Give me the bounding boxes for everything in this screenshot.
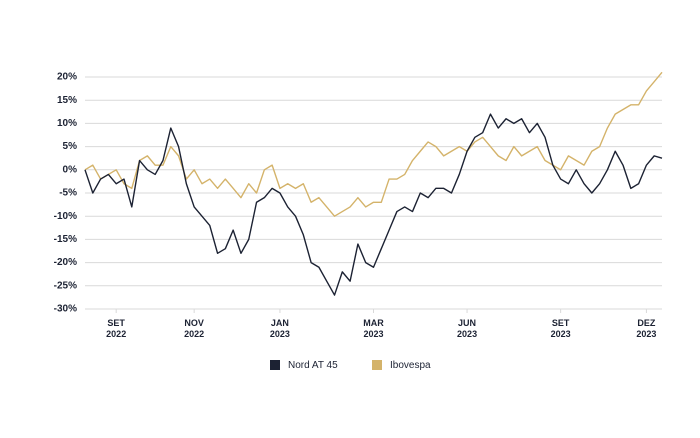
y-tick-label: -25% — [54, 280, 77, 291]
legend-label: Nord AT 45 — [288, 360, 338, 371]
y-tick-label: -5% — [59, 188, 77, 199]
legend-swatch — [270, 360, 280, 370]
y-tick-label: -30% — [54, 304, 77, 315]
y-tick-label: 5% — [63, 141, 78, 152]
legend-label: Ibovespa — [390, 360, 431, 371]
x-tick-label: NOV 2022 — [184, 318, 205, 339]
series-line — [84, 113, 663, 296]
x-tick-label: JUN 2023 — [457, 318, 478, 339]
y-tick-label: -15% — [54, 234, 77, 245]
x-tick-label: SET 2022 — [106, 318, 127, 339]
legend-swatch — [372, 360, 382, 370]
y-tick-label: 15% — [57, 95, 77, 106]
x-tick-label: JAN 2023 — [269, 318, 290, 339]
y-tick-label: -20% — [54, 257, 77, 268]
x-tick-label: MAR 2023 — [363, 318, 384, 339]
x-tick-label: DEZ 2023 — [636, 318, 657, 339]
y-tick-label: -10% — [54, 211, 77, 222]
y-tick-label: 10% — [57, 118, 77, 129]
x-tick-label: SET 2023 — [550, 318, 571, 339]
series-line — [84, 71, 663, 217]
y-tick-label: 20% — [57, 72, 77, 83]
y-tick-label: 0% — [63, 164, 78, 175]
